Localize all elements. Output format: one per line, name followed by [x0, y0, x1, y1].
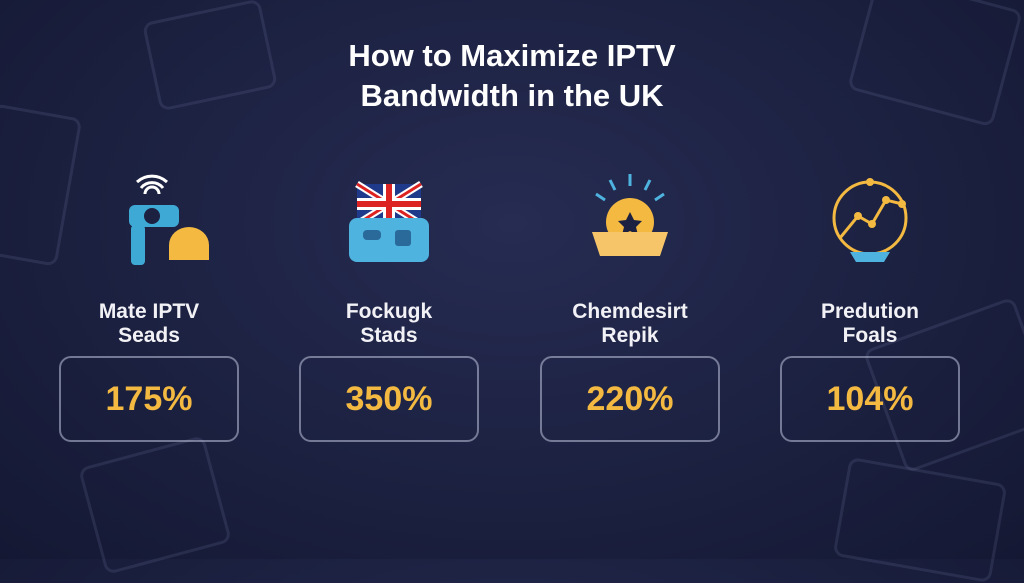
stat-label: Chemdesirt [572, 300, 688, 323]
stat-card: Fockugk Stads 350% [299, 160, 479, 442]
stat-label: Stads [360, 324, 418, 347]
wifi-antenna-icon [89, 160, 209, 280]
stat-card: Mate IPTV Seads 175% [59, 160, 239, 442]
stat-value: 220% [586, 379, 674, 418]
background-decoration [832, 456, 1008, 583]
stat-value-box: 175% [59, 356, 239, 442]
page-title: How to Maximize IPTV Bandwidth in the UK [0, 36, 1024, 116]
stat-value-box: 350% [299, 356, 479, 442]
stat-card: Predution Foals 104% [780, 160, 960, 442]
stat-value: 104% [826, 379, 914, 418]
stat-value: 175% [105, 379, 193, 418]
stat-label: Fockugk [345, 300, 433, 323]
stat-value-box: 220% [540, 356, 720, 442]
stat-label: Predution [821, 300, 919, 323]
stat-label: Seads [118, 324, 180, 347]
title-line: Bandwidth in the UK [360, 78, 664, 113]
background-decoration [77, 435, 233, 575]
stat-card: Chemdesirt Repik 220% [540, 160, 720, 442]
sun-handshake-icon [570, 160, 690, 280]
stat-label: Mate IPTV [98, 300, 200, 323]
uk-flag-router-icon [329, 160, 449, 280]
stat-value-box: 104% [780, 356, 960, 442]
stat-value: 350% [345, 379, 433, 418]
title-line: How to Maximize IPTV [348, 38, 676, 73]
stat-label: Repik [601, 324, 659, 347]
stat-label: Foals [842, 324, 898, 347]
growth-chart-icon [810, 160, 930, 280]
